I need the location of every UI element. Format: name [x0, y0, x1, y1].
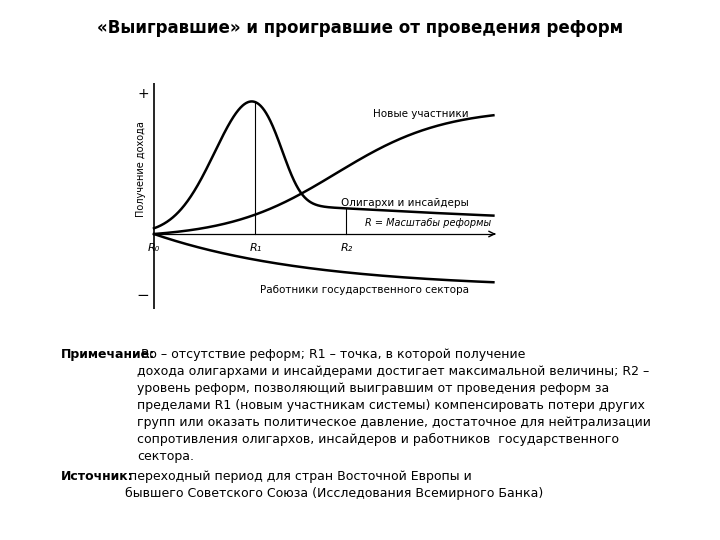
- Text: Примечание:: Примечание:: [61, 348, 156, 361]
- Text: Получение дохода: Получение дохода: [135, 122, 145, 217]
- Text: −: −: [136, 288, 149, 303]
- Text: +: +: [137, 87, 149, 101]
- Text: R₀: R₀: [148, 242, 160, 253]
- Text: Олигархи и инсайдеры: Олигархи и инсайдеры: [341, 198, 469, 207]
- Text: Новые участники: Новые участники: [373, 109, 469, 119]
- Text: «Выигравшие» и проигравшие от проведения реформ: «Выигравшие» и проигравшие от проведения…: [97, 19, 623, 37]
- Text: Источник:: Источник:: [61, 470, 134, 483]
- Text: R₁: R₁: [249, 242, 261, 253]
- Text: R = Масштабы реформы: R = Масштабы реформы: [366, 218, 492, 228]
- Text: переходный период для стран Восточной Европы и
бывшего Советского Союза (Исследо: переходный период для стран Восточной Ев…: [125, 470, 543, 500]
- Text: Работники государственного сектора: Работники государственного сектора: [260, 286, 469, 295]
- Text: R₂: R₂: [341, 242, 353, 253]
- Text: Ro – отсутствие реформ; R1 – точка, в которой получение
дохода олигархами и инса: Ro – отсутствие реформ; R1 – точка, в ко…: [137, 348, 651, 463]
